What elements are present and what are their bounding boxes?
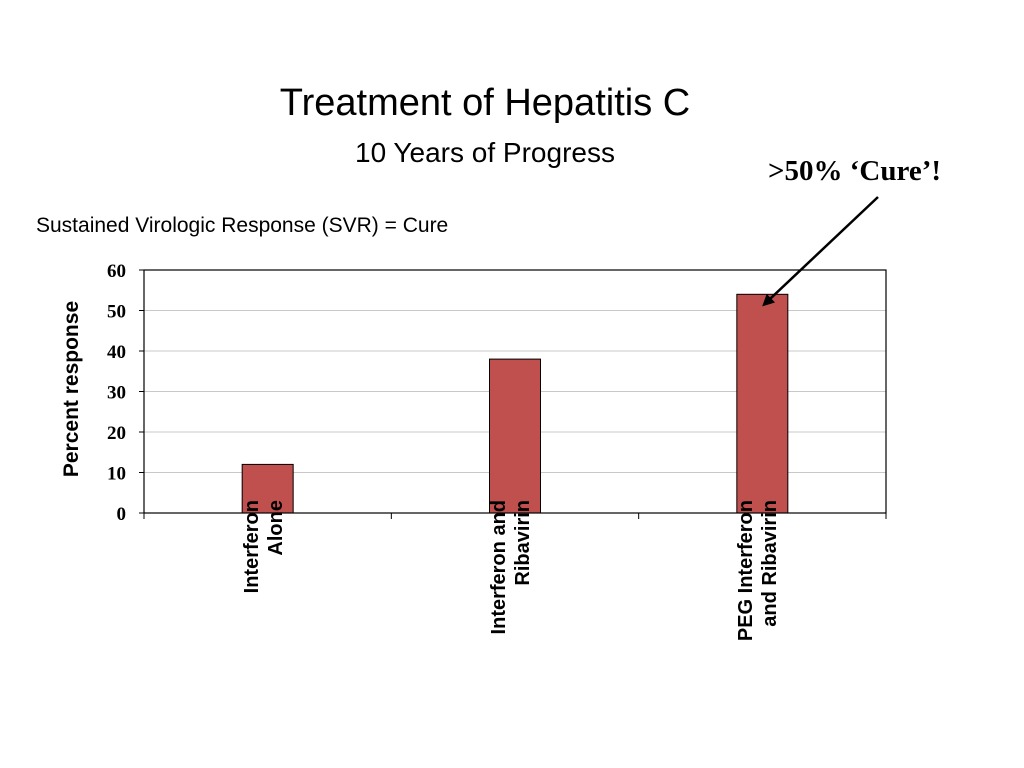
y-tick-label: 10 [107,464,126,485]
svr-definition-note: Sustained Virologic Response (SVR) = Cur… [36,214,449,237]
y-tick-label: 20 [107,423,126,444]
axes [139,269,887,519]
bars [241,293,789,514]
y-tick-label: 30 [107,383,126,404]
x-category-label: Interferon and Ribavirin [488,500,534,635]
cure-callout-text: >50% ‘Cure’! [768,155,942,187]
bar [241,463,294,514]
bar [489,358,541,514]
callout-arrow [762,196,879,307]
y-tick-labels: 0 10 20 30 40 50 60 [107,261,126,525]
x-category-label: Interferon Alone [240,500,287,594]
callout-arrow-line [762,196,879,307]
plot-area-frame [143,269,887,514]
y-tick-label: 50 [107,302,126,323]
y-tick-label: 0 [117,504,127,525]
y-tick-label: 40 [107,342,126,363]
slide-title: Treatment of Hepatitis C [279,82,691,124]
x-category-label: PEG Interferon and Ribavirin [735,500,782,642]
slide-subtitle: 10 Years of Progress [355,137,615,168]
bar [736,293,789,514]
y-tick-label: 60 [107,261,126,282]
